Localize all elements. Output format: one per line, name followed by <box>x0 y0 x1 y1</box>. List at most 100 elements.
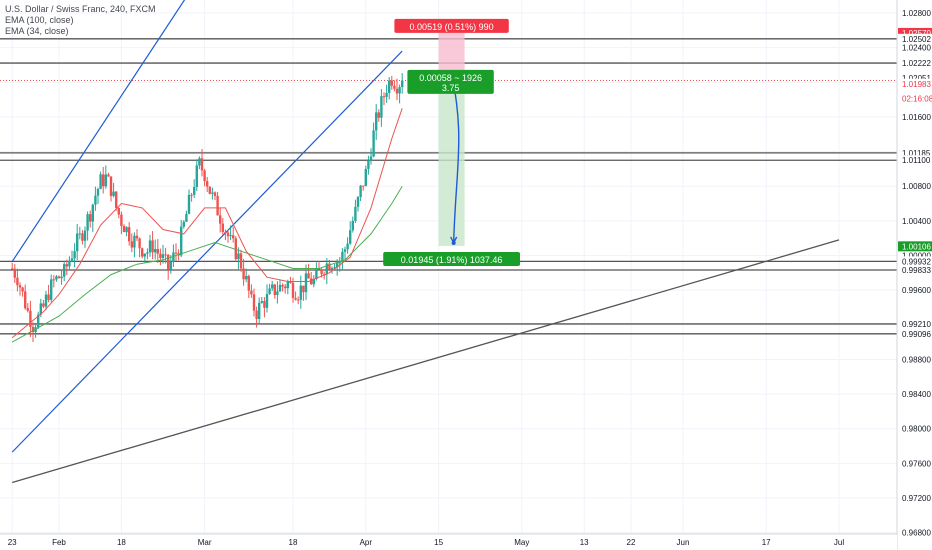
candle-up <box>185 213 188 222</box>
candle-down <box>16 277 19 286</box>
candle-down <box>200 158 204 171</box>
candle-up <box>78 233 81 235</box>
price-label-box <box>898 93 932 104</box>
time-tick-label: May <box>514 538 529 547</box>
price-tick-label: 0.99600 <box>902 286 931 295</box>
candle-up <box>346 243 349 250</box>
price-axis-background <box>897 0 932 550</box>
take-profit-zone <box>438 78 465 246</box>
entry-label-text: 0.00058 ~ 1926 <box>419 73 482 83</box>
time-axis[interactable]: 23 Feb 18 Mar 18 Apr 15 May 13 22 Jun 17 Jul <box>0 533 897 550</box>
price-tick-label: 1.02800 <box>902 9 931 18</box>
price-label-text: 1.00106 <box>902 242 931 251</box>
price-label-text: 1.02570 <box>902 29 931 38</box>
price-label-text: 1.01983 <box>902 80 931 89</box>
candle-down <box>11 268 14 270</box>
time-tick-label: Feb <box>52 538 66 547</box>
legend-ema100[interactable]: EMA (100, close) <box>5 15 74 25</box>
candle-down <box>317 268 321 270</box>
price-label-box <box>898 78 932 89</box>
price-label-box <box>898 58 932 69</box>
projection-arrow[interactable] <box>450 78 460 245</box>
candle-up <box>60 276 63 279</box>
candle-up <box>351 220 354 231</box>
candle-up <box>388 80 391 93</box>
candle-down <box>115 191 118 208</box>
price-label-box <box>898 27 932 38</box>
price-label-box <box>898 328 932 339</box>
time-tick-label: 18 <box>289 538 298 547</box>
legend-ema34[interactable]: EMA (34, close) <box>5 26 69 36</box>
price-label-text: 02:16:08 <box>902 95 932 104</box>
candle-down <box>159 253 162 258</box>
candle-down <box>289 281 292 283</box>
price-tick-label: 1.00400 <box>902 217 931 226</box>
price-tick-label: 1.02400 <box>902 44 931 53</box>
candle-down <box>57 276 61 279</box>
candle-down <box>302 285 305 293</box>
candle-down <box>203 170 206 182</box>
candle-down <box>219 215 222 224</box>
candle-up <box>245 275 248 280</box>
candle-up <box>133 235 136 248</box>
candle-up <box>37 314 40 328</box>
candle-up <box>312 279 315 285</box>
time-tick-label: 18 <box>117 538 126 547</box>
candle-up <box>154 249 157 253</box>
candle-up <box>63 264 66 277</box>
price-tick-label: 1.00800 <box>902 182 931 191</box>
price-tick-label: 0.98000 <box>902 425 931 434</box>
trend-lines[interactable] <box>11 0 840 484</box>
candle-up <box>68 260 71 267</box>
candle-down <box>141 248 144 257</box>
price-tick-label: 0.97200 <box>902 494 931 503</box>
candle-down <box>221 223 224 233</box>
price-axis[interactable]: 1.028001.024001.020001.016001.012001.008… <box>896 0 932 550</box>
candle-up <box>315 268 318 280</box>
chart-legend: U.S. Dollar / Swiss Franc, 240, FXCM EMA… <box>5 4 156 37</box>
candle-up <box>375 112 378 131</box>
time-tick-label: 15 <box>434 538 443 547</box>
candle-up <box>341 251 344 263</box>
time-tick-label: Mar <box>198 538 212 547</box>
candle-up <box>356 197 360 207</box>
candle-up <box>96 188 100 196</box>
candle-up <box>182 221 185 227</box>
candle-up <box>187 194 191 214</box>
candle-up <box>104 174 107 187</box>
candle-down <box>138 238 141 249</box>
time-tick-label: Jul <box>834 538 844 547</box>
candle-down <box>151 240 154 253</box>
candle-up <box>271 284 274 289</box>
time-tick-label: 13 <box>580 538 589 547</box>
price-label-text: 0.99210 <box>902 320 931 329</box>
candle-up <box>198 158 201 166</box>
candle-up <box>380 96 383 118</box>
candle-down <box>232 235 235 239</box>
candle-up <box>229 235 232 237</box>
candle-down <box>26 308 29 311</box>
short-position-tool[interactable] <box>438 32 465 246</box>
candle-down <box>297 299 300 301</box>
candle-up <box>260 301 263 303</box>
candle-up <box>193 186 196 195</box>
ema34-line <box>11 108 403 339</box>
candle-up <box>39 303 42 315</box>
candle-up <box>359 185 362 198</box>
price-label-box <box>898 241 932 252</box>
candle-down <box>206 181 209 187</box>
price-label-box <box>898 318 932 329</box>
candle-down <box>117 207 120 215</box>
candle-up <box>172 252 175 262</box>
legend-symbol[interactable]: U.S. Dollar / Swiss Franc, 240, FXCM <box>5 4 156 14</box>
candle-down <box>226 232 230 237</box>
candle-down <box>47 294 50 300</box>
candle-up <box>195 165 198 187</box>
candle-down <box>328 263 331 271</box>
candle-up <box>276 291 279 296</box>
candle-down <box>130 241 133 248</box>
candle-down <box>81 233 84 241</box>
candle-down <box>377 112 380 118</box>
